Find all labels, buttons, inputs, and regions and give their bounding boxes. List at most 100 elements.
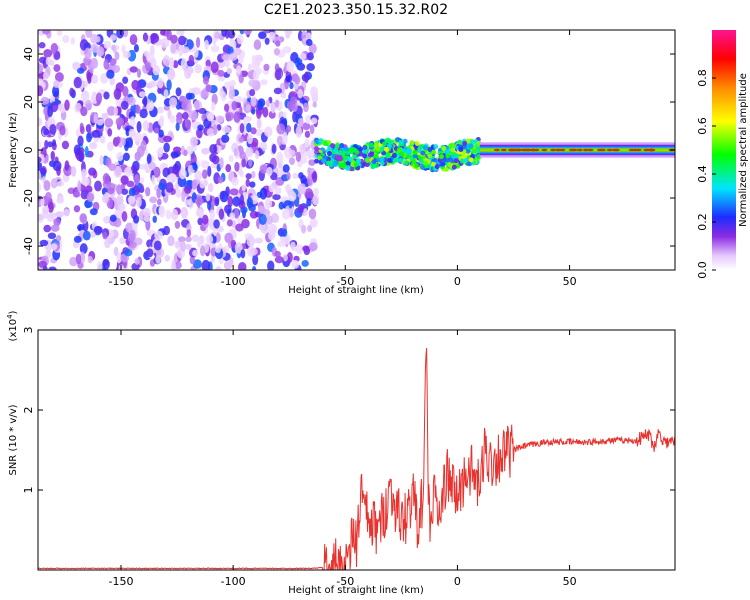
x-tick-label: -50 <box>336 575 354 588</box>
heatmap-cell <box>239 194 245 206</box>
heatmap-cell <box>412 153 418 159</box>
heatmap-cell <box>116 136 121 144</box>
heatmap-cell <box>305 32 312 42</box>
heatmap-cell <box>326 151 332 157</box>
heatmap-cell <box>305 38 313 46</box>
heatmap-cell <box>189 255 196 265</box>
heatmap-cell <box>97 50 103 57</box>
heatmap-cell <box>413 163 419 169</box>
heatmap-cell <box>201 214 209 225</box>
heatmap-cell <box>56 30 63 36</box>
heatmap-cell <box>40 96 50 105</box>
heatmap-cell <box>250 127 257 135</box>
heatmap-cell <box>136 68 142 79</box>
heatmap-cell <box>79 213 87 224</box>
heatmap-cell <box>307 224 313 233</box>
heatmap-cell <box>362 148 368 154</box>
heatmap-cell <box>238 261 247 270</box>
heatmap-cell <box>119 237 126 245</box>
heatmap-cell <box>367 152 373 158</box>
heatmap-cell <box>73 191 81 198</box>
heatmap-cell <box>228 154 234 163</box>
heatmap-cell <box>201 148 210 155</box>
heatmap-cell <box>258 213 267 226</box>
heatmap-cell <box>599 148 606 152</box>
heatmap-cell <box>427 146 433 152</box>
heatmap-cell <box>73 76 82 89</box>
heatmap-cell <box>107 141 114 152</box>
heatmap-cell <box>210 101 216 111</box>
heatmap-cell <box>129 229 136 242</box>
heatmap-cell <box>129 116 136 127</box>
heatmap-cell <box>362 153 368 159</box>
heatmap-cell <box>227 195 234 208</box>
heatmap-cell <box>178 236 186 243</box>
heatmap-cell <box>338 156 344 162</box>
heatmap-cell <box>103 40 112 49</box>
heatmap-cell <box>158 205 163 216</box>
heatmap-cell <box>254 237 264 244</box>
heatmap-cell <box>239 123 245 134</box>
heatmap-cell <box>587 148 594 152</box>
heatmap-cell <box>86 132 92 143</box>
heatmap-cell <box>128 187 136 198</box>
heatmap-cell <box>219 157 224 170</box>
heatmap-cell <box>103 58 110 70</box>
heatmap-cell <box>122 152 130 162</box>
spectrogram-xlabel: Height of straight line (km) <box>288 285 424 296</box>
heatmap-cell <box>185 119 192 130</box>
y-tick-label: 1 <box>22 487 35 494</box>
heatmap-cell <box>458 146 464 152</box>
heatmap-cell <box>281 228 288 237</box>
heatmap-cell <box>451 164 457 170</box>
heatmap-cell <box>149 100 154 109</box>
heatmap-cell <box>47 202 54 214</box>
heatmap-cell <box>306 149 315 158</box>
heatmap-cell <box>85 30 93 38</box>
heatmap-cell <box>214 196 220 205</box>
heatmap-cell <box>470 139 476 145</box>
heatmap-cell <box>308 159 316 166</box>
y-tick-label: -40 <box>22 237 35 255</box>
heatmap-cell <box>152 65 161 76</box>
heatmap-cell <box>133 215 140 224</box>
heatmap-cell <box>523 148 530 152</box>
heatmap-cell <box>172 60 179 69</box>
heatmap-cell <box>252 60 260 70</box>
heatmap-cell <box>116 184 123 195</box>
heatmap-cell <box>133 132 142 142</box>
heatmap-cell <box>175 188 182 198</box>
heatmap-cell <box>87 255 93 264</box>
heatmap-cell <box>271 143 277 154</box>
heatmap-cell <box>236 65 242 75</box>
heatmap-cell <box>232 196 241 207</box>
heatmap-cell <box>582 148 589 152</box>
heatmap-cell <box>215 143 222 154</box>
heatmap-cell <box>205 193 211 202</box>
heatmap-cell <box>221 134 230 143</box>
heatmap-cell <box>84 185 93 193</box>
heatmap-cell <box>131 164 137 172</box>
heatmap-cell <box>129 241 138 249</box>
heatmap-cell <box>241 218 250 229</box>
heatmap-cell <box>386 157 392 163</box>
heatmap-cell <box>178 44 184 57</box>
y-tick-label: 0 <box>22 147 35 154</box>
heatmap-cell <box>107 128 113 137</box>
y-tick-label: 20 <box>22 95 35 109</box>
heatmap-cell <box>126 180 135 188</box>
heatmap-cell <box>229 84 235 96</box>
heatmap-cell <box>150 32 160 44</box>
heatmap-cell <box>133 174 140 186</box>
heatmap-cell <box>282 254 288 262</box>
heatmap-cell <box>407 148 413 154</box>
heatmap-cell <box>159 115 165 128</box>
heatmap-cell <box>277 240 286 247</box>
heatmap-cell <box>176 30 185 36</box>
heatmap-cell <box>207 165 212 177</box>
heatmap-cell <box>302 122 311 131</box>
heatmap-cell <box>59 125 66 136</box>
heatmap-cell <box>114 51 120 61</box>
heatmap-cell <box>165 209 171 220</box>
heatmap-cell <box>69 256 78 267</box>
